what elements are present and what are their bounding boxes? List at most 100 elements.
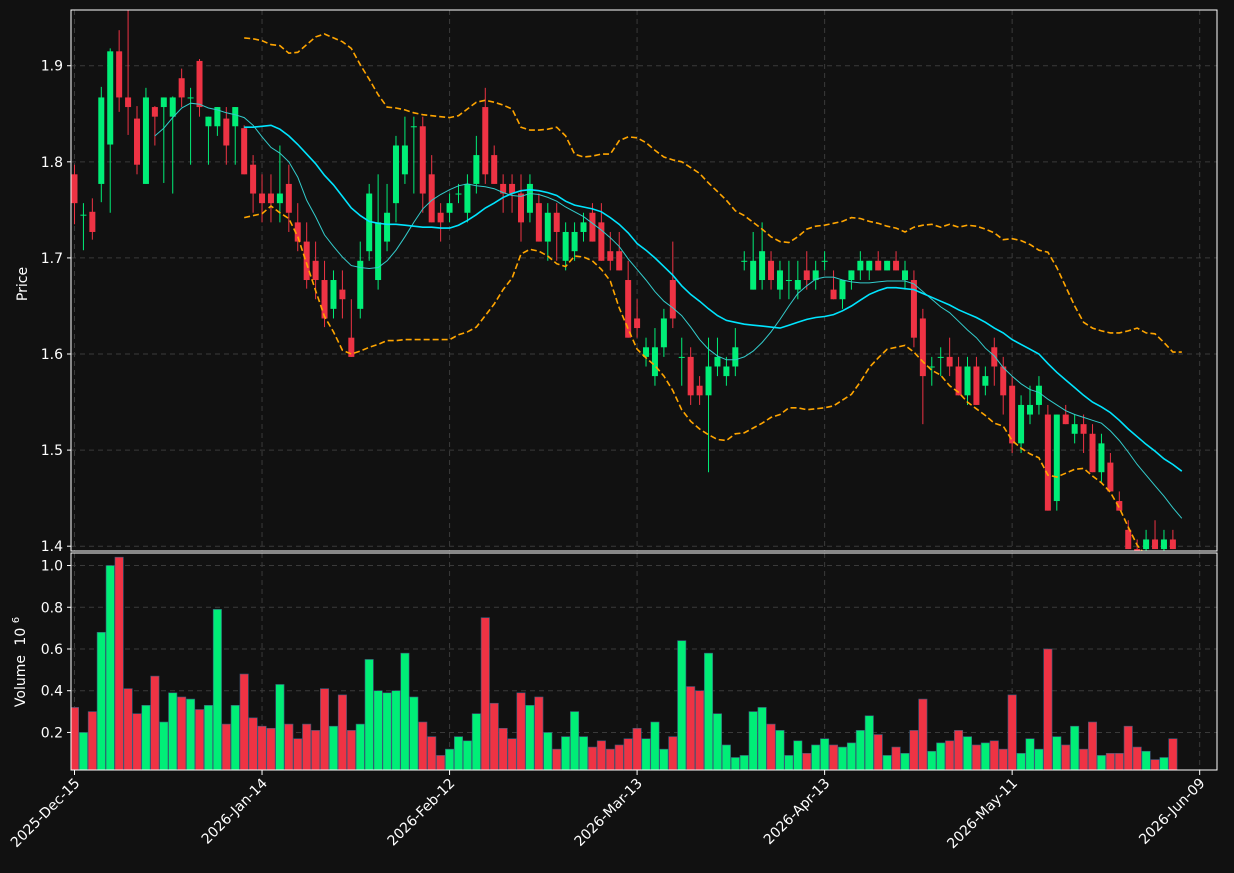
candle-body [848, 270, 855, 281]
volume-bar [829, 744, 839, 770]
volume-bar [552, 748, 562, 770]
volume-bar [453, 736, 463, 770]
candle-body [821, 260, 828, 262]
volume-bar [1061, 744, 1071, 770]
volume-bar [337, 694, 347, 770]
candle-body [330, 280, 337, 309]
volume-bar [516, 692, 526, 770]
volume-bar [1150, 759, 1160, 770]
candle-body [223, 118, 230, 146]
candle-body [473, 155, 480, 184]
volume-bar [87, 711, 97, 770]
volume-bar [846, 742, 856, 770]
volume-bar [1132, 746, 1142, 770]
candle-body [276, 193, 283, 204]
candle-body [482, 107, 489, 175]
candle-body [884, 260, 891, 271]
candle-body [553, 212, 560, 232]
candle-body [759, 251, 766, 281]
candle-body [973, 366, 980, 405]
volume-bar [78, 732, 88, 770]
candle-body [910, 280, 917, 338]
volume-bar [328, 725, 338, 770]
candle-body [428, 174, 435, 223]
price-frame [70, 9, 1218, 552]
volume-bar [1007, 694, 1017, 770]
candle-body [500, 183, 507, 194]
candle-body [785, 280, 792, 282]
volume-bar [980, 742, 990, 770]
candle-body [321, 280, 328, 319]
candle-body [464, 183, 471, 213]
volume-bar [936, 742, 946, 770]
candle-body [401, 145, 408, 175]
candle-body [80, 214, 87, 216]
volume-bar [382, 692, 392, 770]
volume-bar [525, 705, 535, 770]
volume-bar [159, 721, 169, 770]
candle-body [580, 222, 587, 232]
candle-body [1018, 404, 1025, 444]
candle-body [919, 318, 926, 377]
candle-body [750, 260, 757, 290]
volume-bar [579, 736, 589, 770]
candle-body [866, 260, 873, 271]
volume-tick-label: 0.8 [41, 600, 63, 616]
volume-bar [257, 725, 267, 770]
volume-bar [596, 740, 606, 770]
candle-body [151, 107, 158, 117]
candle-body [732, 347, 739, 367]
candle-body [518, 193, 524, 223]
candle-body [643, 347, 650, 357]
volume-bar [320, 688, 330, 770]
volume-bar [1168, 738, 1178, 770]
volume-bar [409, 696, 419, 770]
volume-bar [971, 744, 981, 770]
volume-bar [766, 723, 776, 770]
volume-bar [793, 740, 803, 770]
sma-slow-line [244, 124, 1183, 472]
candle-body [71, 174, 78, 204]
candle-body [812, 270, 819, 281]
candle-body [678, 356, 685, 358]
candle-body [178, 78, 185, 98]
volume-bar [882, 755, 892, 770]
candle-body [625, 280, 632, 338]
candle-body [375, 222, 382, 281]
volume-bar [811, 744, 821, 770]
candle-body [437, 212, 444, 223]
volume-bar [945, 740, 955, 770]
volume-bar [721, 744, 731, 770]
volume-bar [177, 696, 187, 770]
volume-bar [748, 711, 758, 770]
candle-body [1044, 414, 1051, 511]
volume-bar [891, 746, 901, 770]
volume-bar [927, 750, 937, 770]
volume-bar [400, 652, 410, 770]
volume-bar [677, 640, 687, 770]
price-tick-label: 1.5 [41, 443, 63, 459]
volume-bar [998, 748, 1008, 770]
candle-body [339, 289, 346, 300]
volume-bar [1123, 725, 1133, 770]
volume-bar [471, 713, 481, 770]
candle-body [991, 347, 998, 367]
candle-body [875, 260, 882, 271]
volume-bar [757, 707, 767, 770]
volume-bar [712, 713, 722, 770]
sma-fast-line [154, 102, 1183, 519]
candle-body [839, 280, 846, 300]
price-plot-area [71, 10, 1183, 551]
volume-bar [1016, 753, 1026, 770]
volume-bar [1088, 721, 1098, 770]
volume-bar [900, 753, 910, 770]
candle-body [598, 222, 605, 261]
volume-bar [346, 730, 356, 770]
volume-bar [784, 755, 794, 770]
volume-bar [364, 659, 374, 770]
candle-body [937, 356, 944, 358]
volume-bar [837, 746, 847, 770]
volume-bar [275, 684, 285, 770]
candle-body [589, 212, 596, 242]
